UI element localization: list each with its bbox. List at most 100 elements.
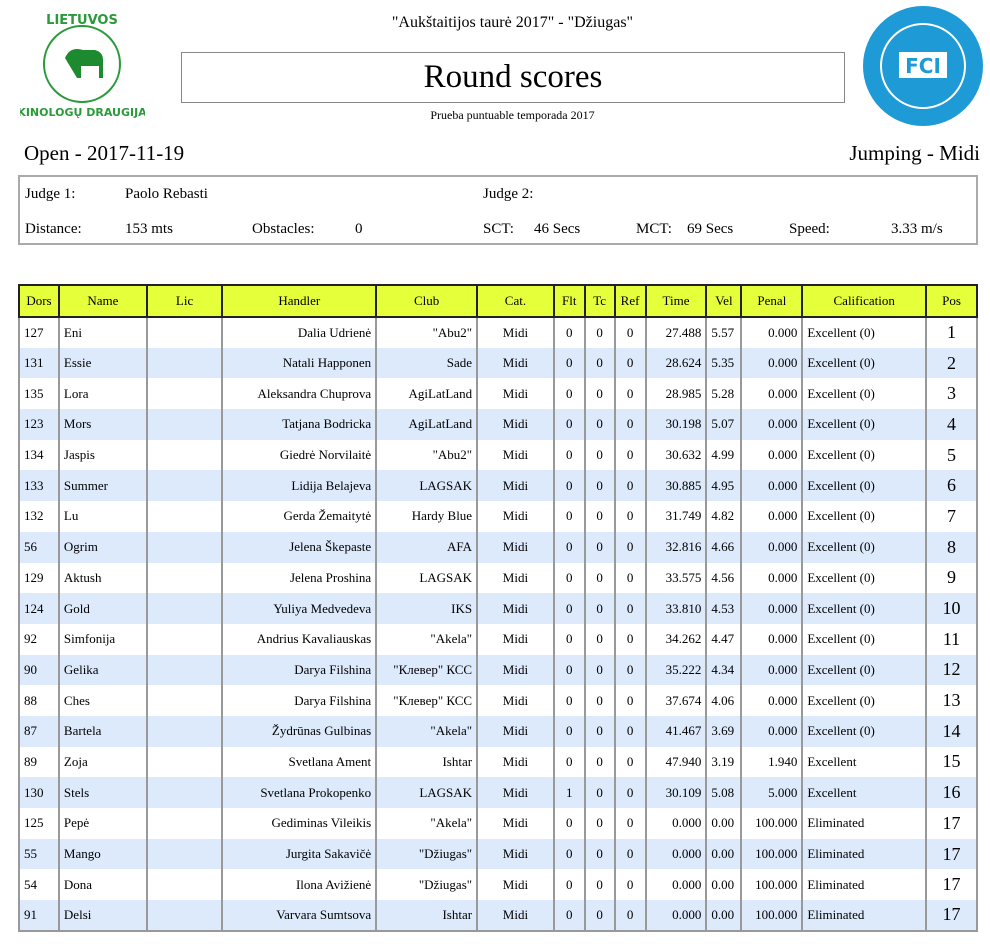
svg-text:LIETUVOS: LIETUVOS bbox=[46, 13, 118, 28]
cell-handler: Darya Filshina bbox=[221, 654, 378, 686]
cell-ref: 0 bbox=[613, 409, 647, 440]
table-row: 132 Lu Gerda Žemaitytė Hardy Blue Midi 0 0 0 31.… bbox=[18, 501, 978, 532]
cell-ref: 0 bbox=[613, 808, 647, 839]
cell-flt: 0 bbox=[552, 593, 586, 624]
cell-handler: Yuliya Medvedeva bbox=[221, 593, 378, 624]
cell-flt: 0 bbox=[552, 378, 586, 410]
table-row: 133 Summer Lidija Belajeva LAGSAK Midi 0 0 0 30.… bbox=[18, 470, 978, 502]
cell-calification: Excellent (0) bbox=[801, 593, 928, 624]
cell-pos: 9 bbox=[925, 562, 978, 594]
cell-name: Dona bbox=[57, 869, 148, 901]
cell-dors: 124 bbox=[18, 593, 60, 624]
cell-cat: Midi bbox=[476, 593, 555, 624]
cell-flt: 0 bbox=[552, 347, 586, 379]
cell-club: "Džiugas" bbox=[375, 838, 479, 870]
scores-table: Dors Name Lic Handler Club Cat. Flt Tc Ref Time Ve… bbox=[18, 284, 978, 932]
cell-dors: 133 bbox=[18, 470, 60, 502]
cell-ref: 0 bbox=[613, 501, 647, 532]
col-header-cat: Cat. bbox=[476, 284, 555, 318]
cell-lic bbox=[145, 685, 224, 716]
cell-name: Summer bbox=[57, 470, 148, 502]
col-header-dors: Dors bbox=[18, 284, 60, 318]
cell-pos: 1 bbox=[925, 317, 978, 348]
table-row: 129 Aktush Jelena Proshina LAGSAK Midi 0 0 0 33.… bbox=[18, 562, 978, 594]
cell-handler: Varvara Sumtsova bbox=[221, 900, 378, 932]
cell-pos: 17 bbox=[925, 900, 978, 932]
cell-flt: 0 bbox=[552, 501, 586, 532]
info-panel: Judge 1: Paolo Rebasti Judge 2: Distance… bbox=[18, 175, 978, 245]
cell-pos: 4 bbox=[925, 409, 978, 440]
cell-vel: 5.08 bbox=[705, 777, 743, 808]
cell-club: "Клевер" КСС bbox=[375, 654, 479, 686]
cell-vel: 5.07 bbox=[705, 409, 743, 440]
cell-lic bbox=[145, 439, 224, 471]
cell-cat: Midi bbox=[476, 900, 555, 932]
col-header-time: Time bbox=[644, 284, 708, 318]
cell-calification: Excellent (0) bbox=[801, 470, 928, 502]
cell-vel: 4.99 bbox=[705, 439, 743, 471]
cell-name: Jaspis bbox=[57, 439, 148, 471]
table-row: 135 Lora Aleksandra Chuprova AgiLatLand Midi… bbox=[18, 378, 978, 410]
cell-time: 37.674 bbox=[644, 685, 708, 716]
lkd-logo: LIETUVOS KINOLOGŲ DRAUGIJA bbox=[20, 13, 145, 119]
cell-time: 0.000 bbox=[644, 900, 708, 932]
cell-club: Ishtar bbox=[375, 900, 479, 932]
mct-label: MCT: bbox=[636, 221, 672, 237]
col-header-tc: Tc bbox=[583, 284, 616, 318]
cell-lic bbox=[145, 409, 224, 440]
cell-ref: 0 bbox=[613, 593, 647, 624]
cell-lic bbox=[145, 715, 224, 747]
cell-flt: 0 bbox=[552, 746, 586, 778]
cell-dors: 54 bbox=[18, 869, 60, 901]
cell-vel: 3.69 bbox=[705, 715, 743, 747]
cell-tc: 0 bbox=[583, 378, 616, 410]
cell-vel: 5.28 bbox=[705, 378, 743, 410]
judge2-label: Judge 2: bbox=[483, 186, 534, 202]
class-date: Open - 2017-11-19 bbox=[24, 141, 185, 165]
cell-name: Mors bbox=[57, 409, 148, 440]
cell-calification: Excellent (0) bbox=[801, 531, 928, 563]
cell-name: Pepė bbox=[57, 808, 148, 839]
cell-handler: Jelena Škepaste bbox=[221, 531, 378, 563]
cell-cat: Midi bbox=[476, 808, 555, 839]
svg-text:FCI: FCI bbox=[905, 54, 941, 78]
cell-vel: 5.57 bbox=[705, 317, 743, 348]
table-row: 88 Ches Darya Filshina "Клевер" КСС Midi 0 0 0 3… bbox=[18, 685, 978, 716]
cell-handler: Darya Filshina bbox=[221, 685, 378, 716]
cell-tc: 0 bbox=[583, 623, 616, 655]
cell-dors: 132 bbox=[18, 501, 60, 532]
cell-pos: 11 bbox=[925, 623, 978, 655]
cell-cat: Midi bbox=[476, 715, 555, 747]
col-header-calification: Calification bbox=[801, 284, 928, 318]
cell-handler: Svetlana Ament bbox=[221, 746, 378, 778]
judge1-value: Paolo Rebasti bbox=[125, 186, 208, 202]
cell-cat: Midi bbox=[476, 623, 555, 655]
cell-flt: 1 bbox=[552, 777, 586, 808]
cell-pos: 7 bbox=[925, 501, 978, 532]
cell-club: LAGSAK bbox=[375, 777, 479, 808]
cell-dors: 90 bbox=[18, 654, 60, 686]
cell-tc: 0 bbox=[583, 715, 616, 747]
cell-dors: 91 bbox=[18, 900, 60, 932]
cell-tc: 0 bbox=[583, 470, 616, 502]
col-header-ref: Ref bbox=[613, 284, 647, 318]
cell-lic bbox=[145, 777, 224, 808]
cell-cat: Midi bbox=[476, 470, 555, 502]
cell-dors: 129 bbox=[18, 562, 60, 594]
cell-ref: 0 bbox=[613, 531, 647, 563]
cell-penal: 0.000 bbox=[740, 378, 804, 410]
cell-vel: 4.53 bbox=[705, 593, 743, 624]
cell-club: "Akela" bbox=[375, 808, 479, 839]
table-row: 123 Mors Tatjana Bodricka AgiLatLand Midi 0 0 0… bbox=[18, 409, 978, 440]
cell-penal: 0.000 bbox=[740, 715, 804, 747]
cell-flt: 0 bbox=[552, 531, 586, 563]
cell-dors: 87 bbox=[18, 715, 60, 747]
judge1-label: Judge 1: bbox=[25, 186, 76, 202]
cell-dors: 130 bbox=[18, 777, 60, 808]
cell-pos: 12 bbox=[925, 654, 978, 686]
cell-lic bbox=[145, 838, 224, 870]
cell-time: 0.000 bbox=[644, 808, 708, 839]
cell-penal: 100.000 bbox=[740, 808, 804, 839]
cell-calification: Eliminated bbox=[801, 838, 928, 870]
mct-value: 69 Secs bbox=[687, 221, 734, 237]
